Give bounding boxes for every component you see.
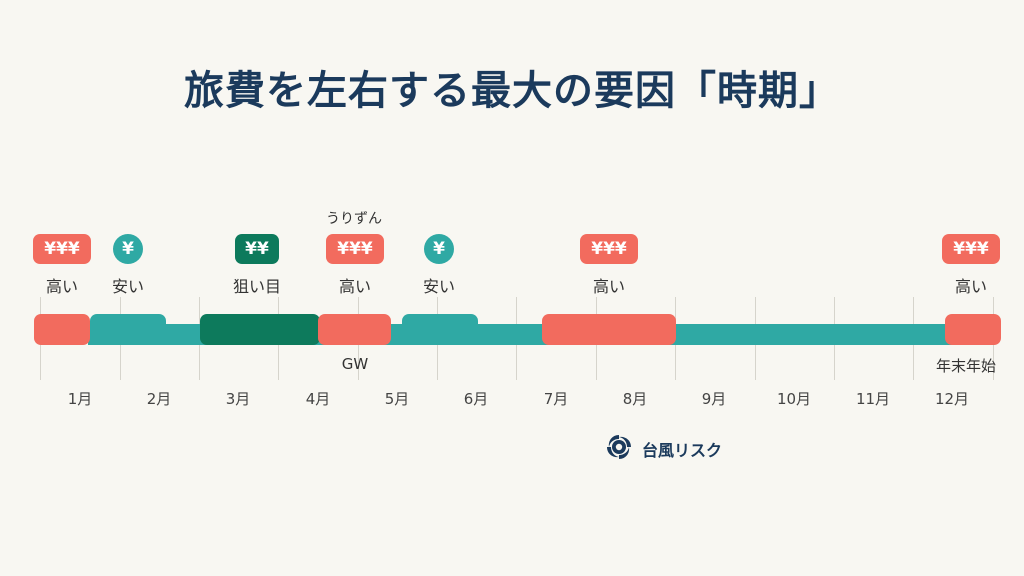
timeline-segment-high <box>34 314 90 345</box>
month-label: 6月 <box>463 390 489 408</box>
month-label: 11月 <box>855 390 891 408</box>
price-label: 高い <box>45 277 79 296</box>
month-label: 8月 <box>622 390 648 408</box>
timeline-segment-high <box>542 314 676 345</box>
page-title: 旅費を左右する最大の要因「時期」 <box>184 67 840 114</box>
typhoon-icon <box>604 432 634 466</box>
month-label: 2月 <box>146 390 172 408</box>
month-label: 1月 <box>67 390 93 408</box>
note-urizun: うりずん <box>326 211 382 227</box>
price-badge-high: ¥¥¥ <box>580 234 638 264</box>
timeline-segment-low <box>402 314 478 345</box>
price-badge-low: ¥ <box>113 234 143 264</box>
price-badge-target: ¥¥ <box>235 234 279 264</box>
price-label: 狙い目 <box>232 277 282 296</box>
note-gw: GW <box>341 355 369 373</box>
month-label: 7月 <box>543 390 569 408</box>
timeline-segment-high <box>945 314 1001 345</box>
price-badge-high: ¥¥¥ <box>942 234 1000 264</box>
timeline-segment-low <box>90 314 166 345</box>
price-label: 安い <box>422 277 456 296</box>
month-label: 3月 <box>225 390 251 408</box>
legend-typhoon-risk: 台風リスク <box>604 432 722 466</box>
note-year-end: 年末年始 <box>935 357 997 375</box>
price-label: 高い <box>954 277 988 296</box>
month-label: 4月 <box>305 390 331 408</box>
timeline-segment-high <box>318 314 391 345</box>
price-label: 高い <box>338 277 372 296</box>
month-label: 9月 <box>701 390 727 408</box>
month-label: 12月 <box>934 390 970 408</box>
month-label: 5月 <box>384 390 410 408</box>
price-badge-high: ¥¥¥ <box>33 234 91 264</box>
price-label: 高い <box>592 277 626 296</box>
price-badge-high: ¥¥¥ <box>326 234 384 264</box>
timeline-segment-target <box>200 314 320 345</box>
price-badge-low: ¥ <box>424 234 454 264</box>
month-label: 10月 <box>776 390 812 408</box>
legend-label: 台風リスク <box>642 441 723 460</box>
price-label: 安い <box>111 277 145 296</box>
